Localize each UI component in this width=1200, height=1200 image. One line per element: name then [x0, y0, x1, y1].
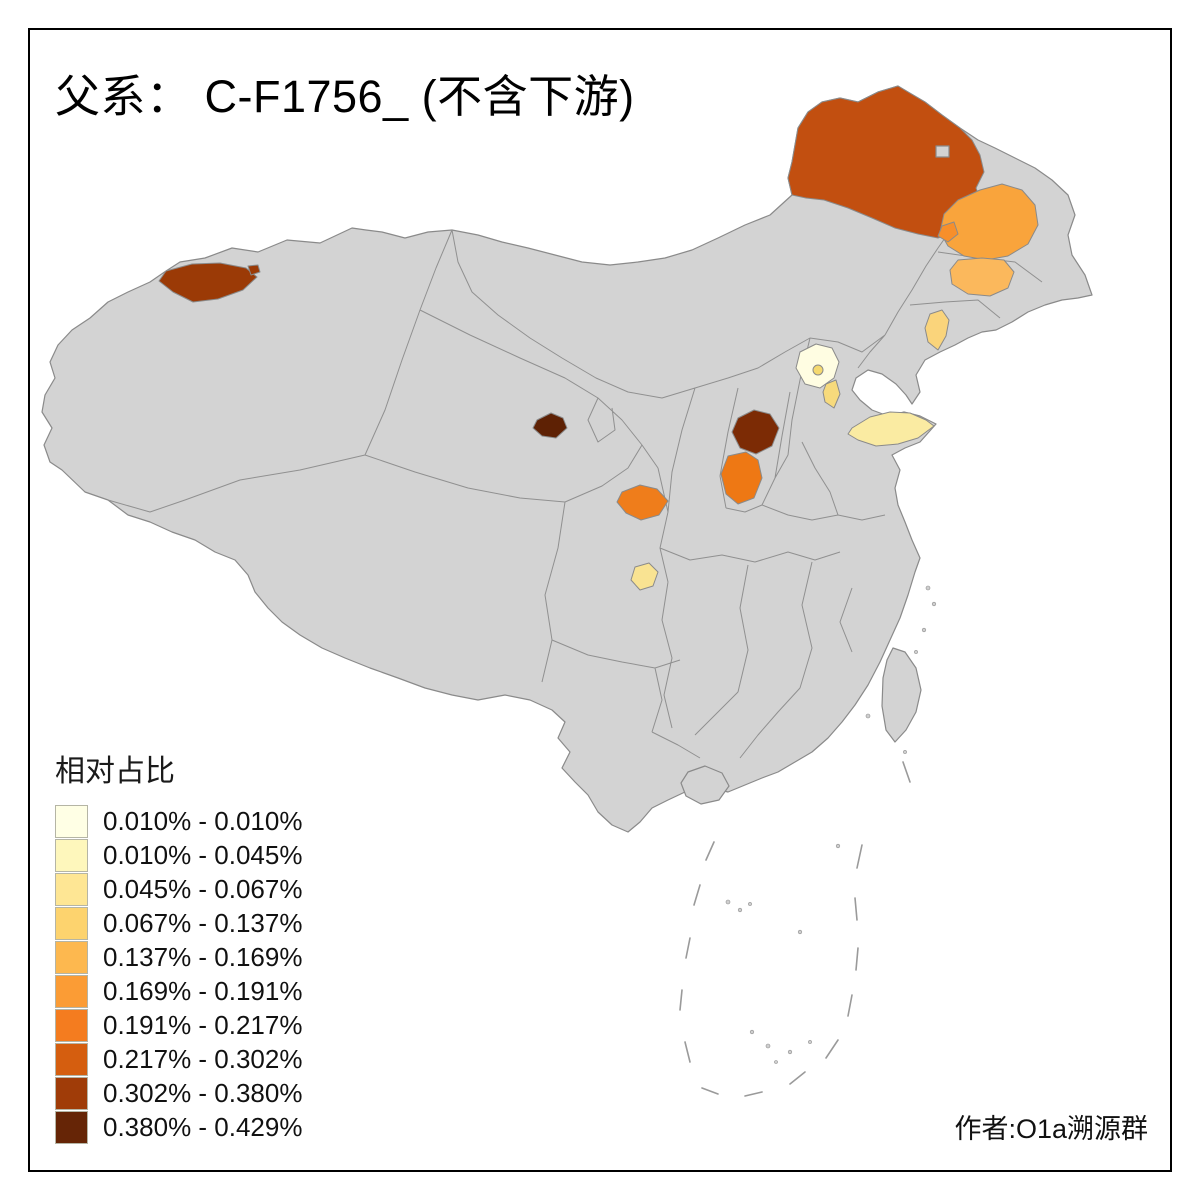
- legend-label: 0.380% - 0.429%: [103, 1111, 303, 1142]
- page-title: 父系： C-F1756_ (不含下游): [55, 71, 635, 122]
- legend-label: 0.217% - 0.302%: [103, 1043, 303, 1074]
- legend-item: 0.380% - 0.429%: [55, 1110, 302, 1144]
- legend-swatch: [55, 1110, 88, 1144]
- legend-title: 相对占比: [55, 755, 175, 788]
- legend-item: 0.010% - 0.045%: [55, 838, 302, 872]
- region-chongqing: [630, 562, 659, 591]
- legend-label: 0.045% - 0.067%: [103, 873, 303, 904]
- region-shanxi-north: [731, 409, 780, 455]
- legend-item: 0.191% - 0.217%: [55, 1008, 302, 1042]
- legend-item: 0.010% - 0.010%: [55, 804, 302, 838]
- region-shandong: [847, 411, 935, 447]
- legend: 相对占比 0.010% - 0.010% 0.010% - 0.045% 0.0…: [55, 746, 302, 1144]
- legend-label: 0.169% - 0.191%: [103, 975, 303, 1006]
- legend-label: 0.010% - 0.045%: [103, 839, 303, 870]
- taiwan-island: [881, 647, 922, 743]
- region-jilin: [949, 257, 1015, 297]
- legend-swatch: [55, 872, 88, 906]
- region-liaoning: [924, 309, 950, 351]
- legend-label: 0.010% - 0.010%: [103, 805, 303, 836]
- legend-item: 0.302% - 0.380%: [55, 1076, 302, 1110]
- small-islands: [725, 585, 937, 1064]
- legend-swatch: [55, 906, 88, 940]
- legend-swatch: [55, 1008, 88, 1042]
- region-gansu: [616, 484, 669, 521]
- legend-swatch: [55, 804, 88, 838]
- legend-swatch: [55, 1042, 88, 1076]
- region-shanxi-south: [720, 451, 763, 505]
- legend-swatch: [55, 838, 88, 872]
- legend-swatch: [55, 974, 88, 1008]
- region-xinjiang-ili: [158, 262, 258, 303]
- legend-item: 0.169% - 0.191%: [55, 974, 302, 1008]
- legend-item: 0.217% - 0.302%: [55, 1042, 302, 1076]
- region-xinjiang-ili-dot: [247, 264, 261, 276]
- legend-swatch: [55, 940, 88, 974]
- inner-mongolia-enclave: [935, 145, 950, 158]
- region-tianjin: [822, 379, 841, 409]
- legend-label: 0.137% - 0.169%: [103, 941, 303, 972]
- legend-item: 0.045% - 0.067%: [55, 872, 302, 906]
- region-qinghai: [532, 412, 568, 439]
- attribution: 作者:O1a溯源群: [954, 1114, 1148, 1144]
- legend-label: 0.191% - 0.217%: [103, 1009, 303, 1040]
- legend-label: 0.067% - 0.137%: [103, 907, 303, 938]
- legend-items: 0.010% - 0.010% 0.010% - 0.045% 0.045% -…: [55, 804, 302, 1144]
- legend-item: 0.067% - 0.137%: [55, 906, 302, 940]
- hainan-island: [680, 765, 730, 805]
- nine-dash-line: [679, 761, 911, 1097]
- region-heilongjiang-spot: [937, 221, 959, 243]
- region-beijing-spot: [812, 364, 824, 376]
- region-heilongjiang: [939, 183, 1039, 261]
- legend-label: 0.302% - 0.380%: [103, 1077, 303, 1108]
- legend-item: 0.137% - 0.169%: [55, 940, 302, 974]
- legend-swatch: [55, 1076, 88, 1110]
